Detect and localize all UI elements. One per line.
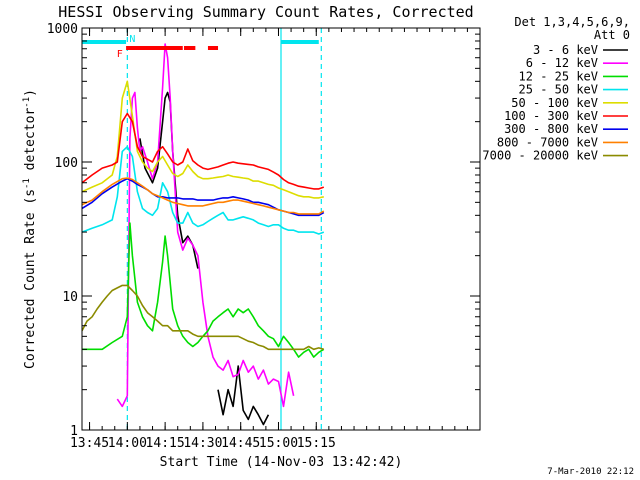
legend-label-4: 50 - 100 keV [511,96,598,110]
series-line-3-0 [82,145,325,235]
y-axis-label-sup1: -1 [22,178,32,189]
legend-label-6: 300 - 800 keV [504,122,598,136]
legend-header-line2: Att 0 [594,28,630,42]
footer-date: 7-Mar-2010 22:12 [547,467,634,477]
y-axis-label-mid: detector [23,108,38,179]
plot-frame [81,27,481,431]
y-tick-label: 1000 [47,22,78,37]
y-axis-label-main: Corrected Count Rate (s [23,189,38,369]
series-line-5-0 [82,112,325,190]
x-tick-label: 13:45 [70,436,109,451]
legend-label-0: 3 - 6 keV [533,43,598,57]
legend-label-7: 800 - 7000 keV [497,135,598,149]
x-tick-label: 15:00 [259,436,298,451]
x-tick-label: 14:30 [183,436,222,451]
legend-label-8: 7000 - 20000 keV [482,149,598,163]
legend-label-2: 12 - 25 keV [519,69,598,83]
y-axis-label-sup2: -1 [22,97,32,108]
y-tick-label: 100 [55,156,78,171]
annotation-F: F [117,49,123,60]
x-tick-label: 15:15 [297,436,336,451]
x-tick-label: 14:00 [108,436,147,451]
y-tick-label: 10 [62,290,78,305]
series-line-8-0 [82,284,325,351]
series-line-1-0 [116,43,295,408]
chart-title: HESSI Observing Summary Count Rates, Cor… [58,3,473,21]
series-line-0-0 [139,91,199,269]
legend-label-5: 100 - 300 keV [504,109,598,123]
y-axis-label-end: ) [23,89,38,97]
plot-area: FN [82,28,325,430]
series-line-0-1 [217,365,270,426]
x-tick-label: 14:45 [221,436,260,451]
legend-label-3: 25 - 50 keV [519,83,598,97]
legend-label-1: 6 - 12 keV [526,56,598,70]
x-axis-label: Start Time (14-Nov-03 13:42:42) [160,455,403,470]
x-tick-label: 14:15 [146,436,185,451]
legend-header-line1: Det 1,3,4,5,6,9, [514,15,630,29]
series-line-2-0 [82,222,325,358]
y-axis-label: Corrected Count Rate (s-1 detector-1) [22,89,38,369]
series-line-7-0 [82,177,325,215]
annotation-N: N [129,34,135,45]
y-tick-label: 1 [70,424,78,439]
